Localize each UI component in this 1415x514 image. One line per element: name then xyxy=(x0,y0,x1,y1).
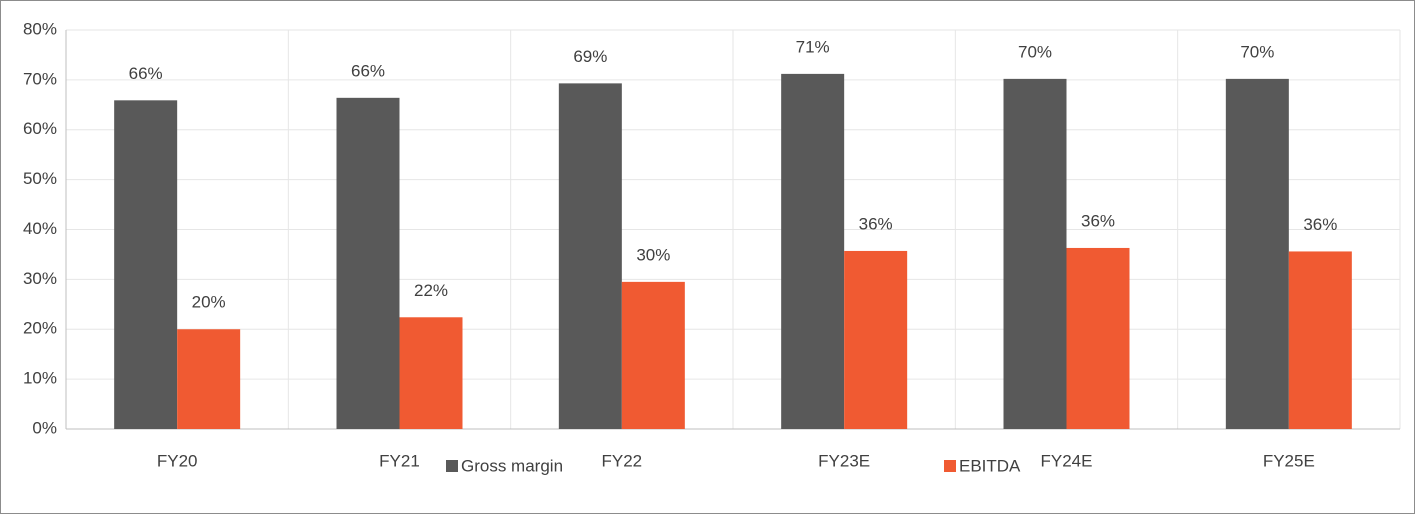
bar xyxy=(844,250,908,429)
x-tick-label: FY25E xyxy=(1263,451,1315,470)
data-label: 36% xyxy=(1303,215,1337,234)
data-label: 36% xyxy=(859,214,893,233)
data-label: 22% xyxy=(414,281,448,300)
data-label: 70% xyxy=(1018,42,1052,61)
y-tick-label: 40% xyxy=(23,219,57,238)
x-tick-label: FY21 xyxy=(379,451,420,470)
x-tick-label: FY22 xyxy=(602,451,643,470)
legend-label: EBITDA xyxy=(959,456,1021,475)
bar xyxy=(1066,247,1130,429)
data-label: 20% xyxy=(192,293,226,312)
y-tick-label: 0% xyxy=(32,418,57,437)
bar xyxy=(399,317,463,429)
y-tick-label: 70% xyxy=(23,69,57,88)
y-tick-label: 50% xyxy=(23,169,57,188)
bar xyxy=(558,83,622,430)
data-label: 66% xyxy=(351,61,385,80)
legend-swatch xyxy=(944,460,956,472)
y-tick-label: 80% xyxy=(23,19,57,38)
y-tick-label: 60% xyxy=(23,119,57,138)
bar xyxy=(1225,78,1289,429)
bar xyxy=(1288,251,1352,429)
x-tick-label: FY20 xyxy=(157,451,198,470)
y-tick-label: 10% xyxy=(23,369,57,388)
data-label: 71% xyxy=(796,37,830,56)
x-tick-label: FY24E xyxy=(1041,451,1093,470)
data-label: 36% xyxy=(1081,211,1115,230)
bar xyxy=(114,100,178,429)
data-label: 69% xyxy=(573,47,607,66)
legend-swatch xyxy=(446,460,458,472)
bar xyxy=(177,329,241,429)
bar xyxy=(336,97,400,429)
y-tick-label: 20% xyxy=(23,319,57,338)
y-tick-label: 30% xyxy=(23,269,57,288)
data-label: 66% xyxy=(129,64,163,83)
bar xyxy=(1003,78,1067,429)
x-tick-label: FY23E xyxy=(818,451,870,470)
data-label: 30% xyxy=(636,245,670,264)
legend-label: Gross margin xyxy=(461,456,563,475)
data-label: 70% xyxy=(1240,42,1274,61)
bar xyxy=(781,73,845,429)
bar xyxy=(621,281,685,429)
